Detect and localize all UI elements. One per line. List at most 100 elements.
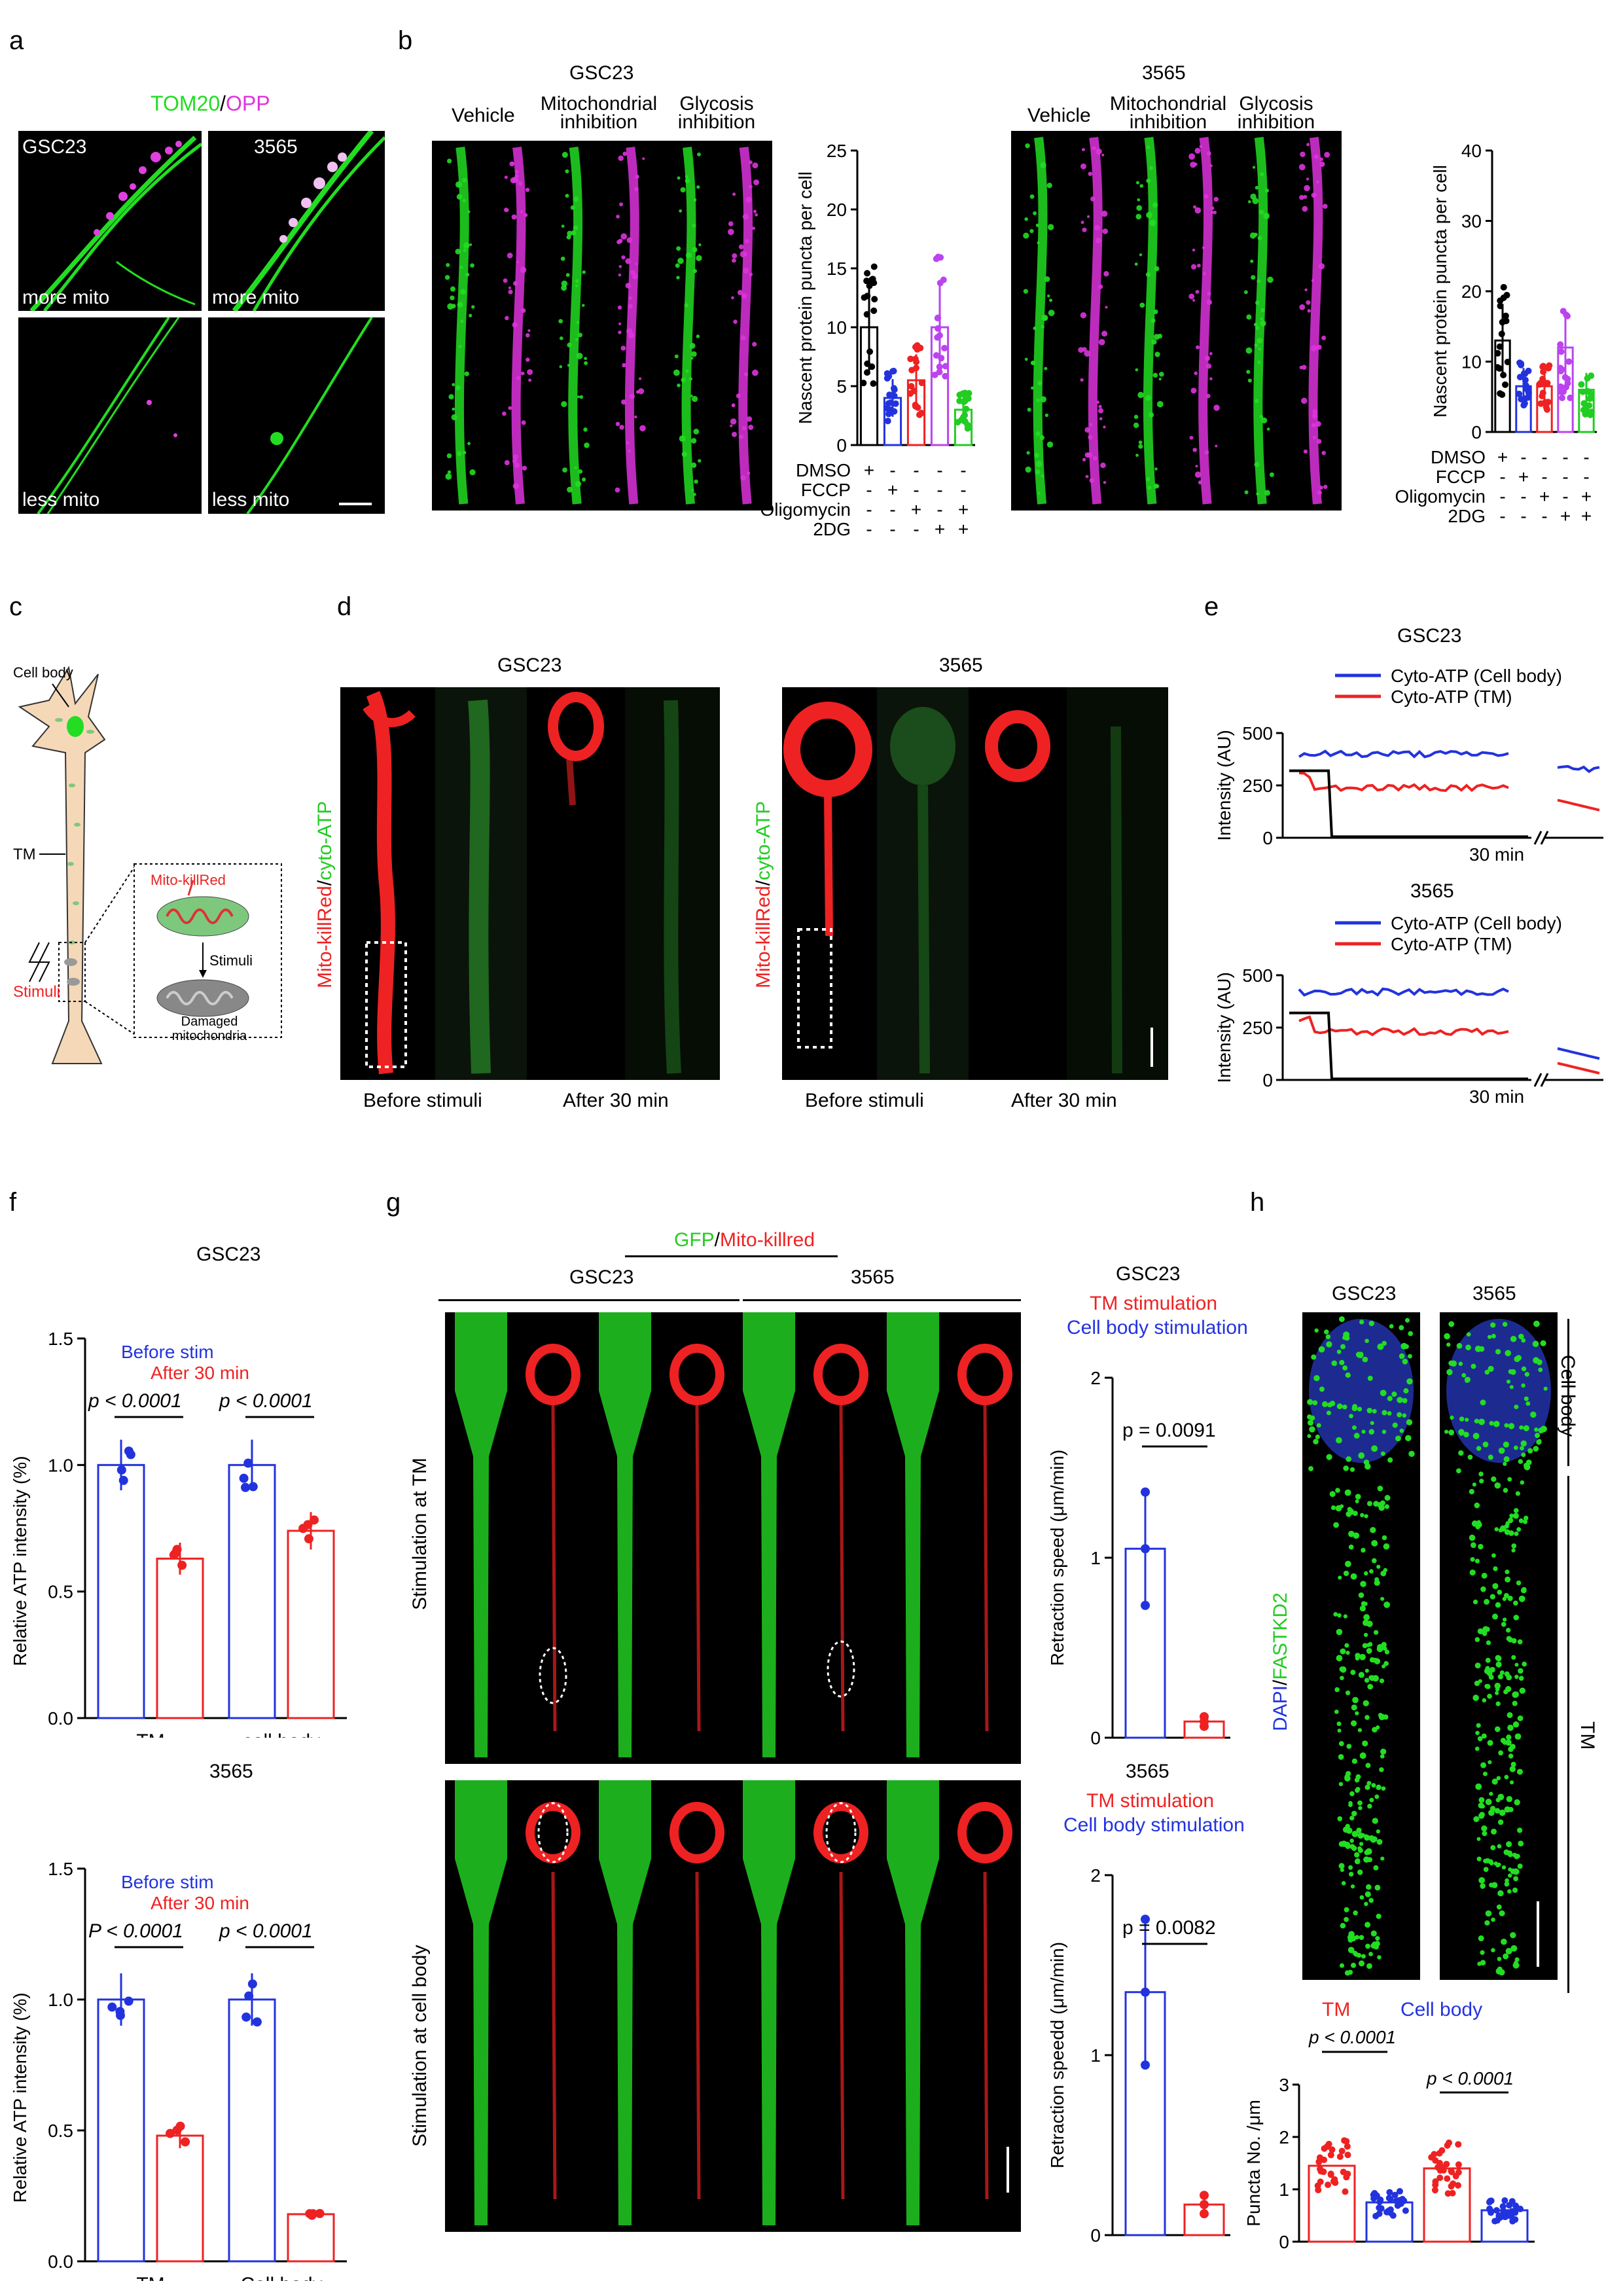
puncta [637,388,645,395]
treatment-sign: - [889,460,895,480]
puncta [690,438,697,444]
treatment-sign: - [913,519,919,539]
fastkd2-punctum [1382,1410,1387,1416]
mito-ring [669,1802,724,1863]
fastkd2-punctum [1380,1390,1387,1397]
fastkd2-punctum [1379,1767,1384,1772]
fastkd2-punctum [1336,1655,1343,1662]
fastkd2-punctum [1378,1712,1383,1717]
mito-trail [695,1871,701,2200]
puncta [1152,372,1158,378]
fastkd2-punctum [1456,1468,1461,1474]
chart-b-3565: 0 10 20 30 40 Nascent protein puncta per cell… [1342,131,1616,550]
mito-trail [551,1403,557,1732]
puncta [1026,451,1030,455]
fastkd2-punctum [1383,1714,1389,1720]
fastkd2-punctum [1505,1576,1511,1583]
puncta [1311,423,1316,427]
data-point [1344,2151,1351,2159]
puncta [1317,490,1322,495]
puncta [691,395,698,403]
treatment-label: 2DG [1448,506,1486,526]
fastkd2-punctum [1364,1677,1370,1683]
puncta [1323,204,1328,209]
puncta [745,196,752,203]
data-point [252,2017,262,2027]
y-tick-label: 2 [1279,2127,1289,2147]
micrograph-a-gsc23-more: GSC23 more mito [18,131,202,311]
legend-label: Cyto-ATP (TM) [1391,934,1512,954]
fastkd2-punctum [1480,1399,1486,1406]
panel-label-h: h [1250,1188,1265,1217]
puncta [1150,318,1156,323]
fastkd2-punctum [1357,1869,1363,1875]
puncta [1025,143,1030,149]
puncta [1154,266,1160,272]
y-tick-label: 5 [836,376,847,397]
fastkd2-punctum [1351,1704,1357,1711]
data-point [870,263,878,270]
fastkd2-punctum [1384,1495,1391,1501]
puncta [1206,363,1212,369]
fastkd2-punctum [1480,1586,1486,1592]
puncta [617,305,622,310]
puncta [528,378,532,382]
fastkd2-punctum [1355,1499,1359,1503]
data-point [884,418,891,425]
fastkd2-punctum [1359,1895,1364,1900]
data-point [1560,308,1567,315]
legend-before: Before stim [121,1342,214,1362]
fastkd2-punctum [1525,1401,1531,1406]
y-tick-label: 20 [827,200,847,220]
fastkd2-punctum [1330,1505,1336,1511]
puncta [1136,205,1143,211]
puncta [460,289,466,295]
fastkd2-punctum [1514,1674,1519,1679]
fastkd2-punctum [1514,1662,1519,1667]
treatment-sign: - [1520,506,1526,526]
data-point [1512,2216,1519,2223]
puncta [738,244,744,249]
puncta [1092,146,1096,151]
fastkd2-punctum [1326,1454,1332,1460]
gfp-cell [887,1312,939,1757]
neurite [1033,137,1048,505]
puncta [752,226,756,230]
y-tick-label: 500 [1242,723,1273,744]
fastkd2-punctum [1498,1750,1504,1756]
fastkd2-punctum [1467,1454,1473,1460]
fastkd2-punctum [1344,1489,1351,1496]
fastkd2-punctum [1335,1488,1340,1493]
puncta [686,252,692,259]
fastkd2-punctum [1497,1844,1502,1849]
puncta [526,357,530,362]
data-point [1579,388,1586,395]
label-more-mito: more mito [212,287,300,308]
treatment-sign: - [913,460,919,480]
stim-roi [825,1802,857,1863]
puncta [1098,404,1102,408]
puncta [447,470,452,474]
fastkd2-punctum [1381,1786,1386,1791]
fastkd2-punctum [1521,1338,1526,1343]
treatment-sign: + [1539,486,1550,507]
puncta [1084,427,1090,433]
data-point [1494,364,1501,371]
fastkd2-punctum [1367,1375,1373,1381]
neurite [1198,137,1213,505]
fastkd2-punctum [1490,1322,1496,1328]
y-tick-label: 15 [827,259,847,279]
puncta [1023,232,1029,239]
puncta [1209,351,1213,355]
panel-label-d: d [337,592,352,621]
fastkd2-punctum [1357,1848,1363,1854]
puncta [740,475,746,481]
fastkd2-punctum [1510,1932,1516,1939]
data-point [1391,2191,1399,2198]
fastkd2-punctum [1370,1930,1377,1937]
treatment-sign: + [935,519,945,539]
fastkd2-punctum [1376,1913,1382,1919]
data-point [1141,1544,1150,1554]
micrograph-d-gsc23 [340,687,720,1080]
fastkd2-punctum [1348,1936,1353,1941]
